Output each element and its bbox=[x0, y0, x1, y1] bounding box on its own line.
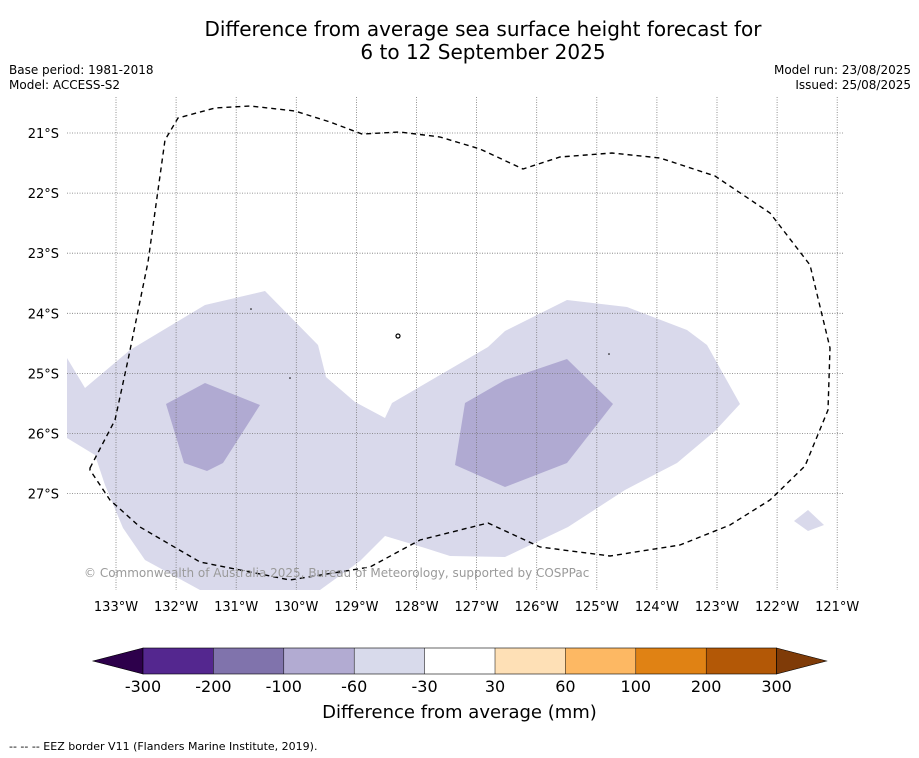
longitude-label: 133°W bbox=[94, 600, 138, 615]
colorbar-extend-low bbox=[91, 647, 144, 675]
latitude-label: 21°S bbox=[28, 127, 59, 142]
colorbar-segment bbox=[424, 648, 495, 674]
longitude-label: 128°W bbox=[394, 600, 438, 615]
light-anomaly-patch-southeast bbox=[794, 510, 824, 531]
colorbar-tick-label: 60 bbox=[555, 677, 575, 696]
title-line-1: Difference from average sea surface heig… bbox=[204, 17, 762, 41]
latitude-label: 24°S bbox=[28, 307, 59, 322]
longitude-label: 131°W bbox=[214, 600, 258, 615]
colorbar-title: Difference from average (mm) bbox=[322, 702, 597, 723]
colorbar-tick-label: -300 bbox=[125, 677, 161, 696]
meta-left: Base period: 1981-2018 Model: ACCESS-S2 bbox=[9, 63, 154, 93]
longitude-label: 130°W bbox=[274, 600, 318, 615]
copyright-notice: © Commonwealth of Australia 2025, Bureau… bbox=[84, 566, 589, 580]
latitude-label: 26°S bbox=[28, 428, 59, 443]
colorbar-tick-label: 300 bbox=[761, 677, 792, 696]
colorbar-outline bbox=[142, 647, 777, 675]
colorbar-tick-label: -60 bbox=[341, 677, 367, 696]
longitude-label: 129°W bbox=[334, 600, 378, 615]
meta-right: Model run: 23/08/2025 Issued: 25/08/2025 bbox=[774, 63, 911, 93]
longitude-label: 121°W bbox=[815, 600, 859, 615]
map-panel: © Commonwealth of Australia 2025, Bureau… bbox=[28, 97, 860, 615]
anomaly-fills bbox=[67, 291, 824, 590]
colorbar-tick-label: -100 bbox=[266, 677, 302, 696]
longitude-label: 127°W bbox=[455, 600, 499, 615]
latitude-label: 25°S bbox=[28, 367, 59, 382]
longitude-label: 132°W bbox=[154, 600, 198, 615]
colorbar-tick-labels: -300 -200 -100 -60 -30 30 60 100 200 300 bbox=[125, 677, 792, 696]
colorbar-segment bbox=[354, 648, 425, 674]
colorbar-segment bbox=[283, 648, 355, 674]
latitude-label: 27°S bbox=[28, 488, 59, 503]
colorbar-segment bbox=[565, 648, 636, 674]
latitude-label: 22°S bbox=[28, 187, 59, 202]
medium-anomaly-region-east bbox=[455, 359, 613, 487]
base-period-text: Base period: 1981-2018 bbox=[9, 63, 154, 77]
latitude-label: 23°S bbox=[28, 247, 59, 262]
longitude-label: 122°W bbox=[755, 600, 799, 615]
map-title: Difference from average sea surface heig… bbox=[0, 18, 919, 64]
island-marker bbox=[250, 308, 252, 310]
longitude-label: 124°W bbox=[635, 600, 679, 615]
colorbar-tick-label: 30 bbox=[485, 677, 505, 696]
island-marker bbox=[289, 377, 291, 379]
colorbar-segment bbox=[635, 648, 707, 674]
colorbar-tick-label: 100 bbox=[621, 677, 652, 696]
light-anomaly-region bbox=[67, 291, 740, 590]
map-grid bbox=[67, 97, 843, 590]
colorbar-extend-high bbox=[776, 647, 828, 675]
colorbar-segment bbox=[706, 648, 777, 674]
colorbar-segment bbox=[495, 648, 566, 674]
island-marker bbox=[395, 333, 401, 339]
title-line-2: 6 to 12 September 2025 bbox=[360, 40, 606, 64]
colorbar-segments bbox=[91, 647, 828, 675]
model-text: Model: ACCESS-S2 bbox=[9, 78, 121, 92]
colorbar-tick-label: 200 bbox=[691, 677, 722, 696]
colorbar-segment bbox=[213, 648, 284, 674]
small-island-markers bbox=[250, 308, 610, 379]
colorbar-segment bbox=[143, 648, 214, 674]
longitude-label: 125°W bbox=[575, 600, 619, 615]
island-marker bbox=[608, 353, 610, 355]
colorbar-tick-label: -200 bbox=[195, 677, 231, 696]
longitude-label: 123°W bbox=[695, 600, 739, 615]
longitude-label: 126°W bbox=[515, 600, 559, 615]
model-run-text: Model run: 23/08/2025 bbox=[773, 63, 911, 77]
eez-border bbox=[89, 105, 831, 581]
eez-footnote: -- -- -- EEZ border V11 (Flanders Marine… bbox=[9, 740, 318, 753]
axis-labels: 133°W 132°W 131°W 130°W 129°W 128°W 127°W 126°W… bbox=[28, 127, 860, 615]
issued-text: Issued: 25/08/2025 bbox=[795, 78, 911, 92]
colorbar-tick-label: -30 bbox=[412, 677, 438, 696]
